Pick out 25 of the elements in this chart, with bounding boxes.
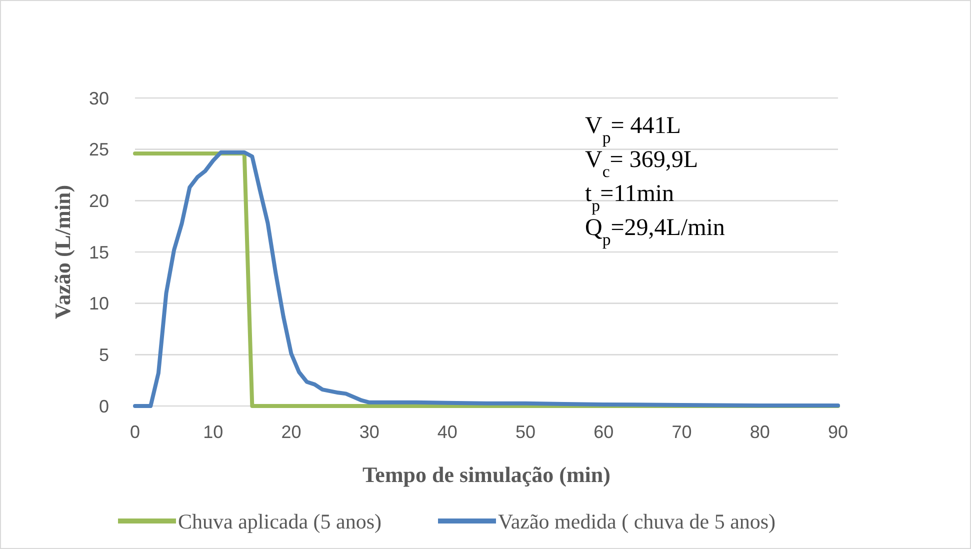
x-tick-label: 90 (828, 422, 848, 442)
y-tick-label: 0 (98, 396, 109, 416)
y-axis-title: Vazão (L/min) (50, 184, 75, 320)
y-tick-label: 25 (88, 140, 109, 160)
y-tick-label: 20 (88, 190, 109, 211)
x-tick-label: 0 (130, 422, 140, 442)
legend-label: Chuva aplicada (5 anos) (178, 509, 382, 534)
annotation: V$_{p}$= 441L (585, 113, 681, 146)
y-tick-label: 15 (88, 242, 109, 262)
annotation: t$_{p}$=11min (585, 181, 674, 214)
x-tick-label: 50 (516, 422, 536, 442)
x-tick-label: 70 (672, 422, 692, 442)
y-tick-label: 10 (88, 294, 109, 314)
x-tick-label: 80 (750, 422, 770, 442)
y-tick-label: 30 (88, 88, 109, 108)
x-tick-label: 10 (203, 422, 224, 442)
y-tick-label: 5 (98, 344, 109, 365)
annotation: Q$_{p}$=29,4L/min (585, 215, 725, 248)
x-tick-label: 40 (437, 422, 458, 442)
x-tick-label: 30 (359, 422, 380, 442)
x-axis-title: Tempo de simulação (min) (362, 462, 610, 487)
x-tick-label: 60 (594, 422, 614, 442)
legend-label: Vazão medida ( chuva de 5 anos) (498, 509, 776, 534)
x-tick-label: 20 (281, 422, 302, 442)
annotation: V$_{c}$= 369,9L (585, 147, 698, 180)
